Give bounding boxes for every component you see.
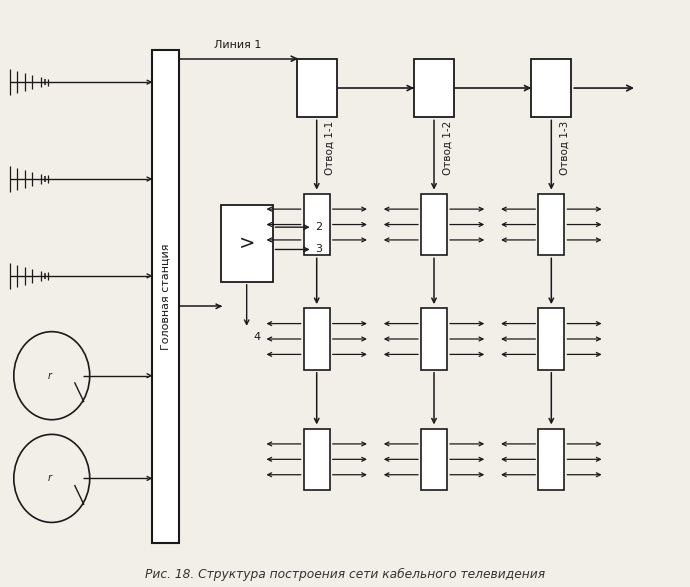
Text: 4: 4 — [254, 332, 261, 342]
Text: Рис. 18. Структура построения сети кабельного телевидения: Рис. 18. Структура построения сети кабел… — [145, 568, 545, 581]
Bar — [421, 429, 447, 490]
Bar — [531, 59, 571, 117]
Bar — [304, 194, 330, 255]
Bar — [414, 59, 454, 117]
Bar — [538, 308, 564, 370]
Bar — [421, 194, 447, 255]
Bar — [421, 308, 447, 370]
Bar — [152, 50, 179, 543]
Text: 2: 2 — [315, 222, 322, 232]
Text: Отвод 1-1: Отвод 1-1 — [325, 120, 335, 174]
Text: Линия 1: Линия 1 — [215, 41, 262, 50]
Bar — [304, 429, 330, 490]
Text: Отвод 1-2: Отвод 1-2 — [442, 120, 452, 174]
Bar — [221, 205, 273, 282]
Text: >: > — [239, 234, 255, 253]
Bar — [304, 308, 330, 370]
Bar — [538, 429, 564, 490]
Text: r: r — [48, 370, 52, 381]
Text: Головная станция: Головная станция — [161, 243, 170, 350]
Bar — [297, 59, 337, 117]
Text: Отвод 1-3: Отвод 1-3 — [560, 120, 569, 174]
Text: r: r — [48, 473, 52, 484]
Bar — [538, 194, 564, 255]
Text: 3: 3 — [315, 244, 322, 255]
